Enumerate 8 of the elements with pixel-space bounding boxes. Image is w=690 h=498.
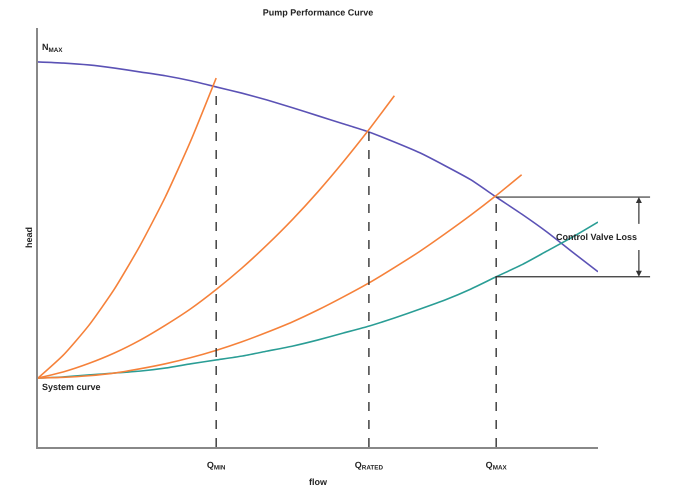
y-axis-title: head — [24, 226, 34, 248]
annotation: System curve — [42, 382, 101, 392]
x-tick-label: Q$_{MAX}$ — [486, 460, 508, 472]
x-tick-label: Q$_{MIN}$ — [206, 460, 226, 472]
annotation: N$_{MAX}$ — [42, 42, 64, 54]
x-tick-label: Q$_{RATED}$ — [354, 460, 384, 472]
x-axis-title: flow — [309, 476, 328, 487]
chart-title: Pump Performance Curve — [262, 7, 374, 18]
